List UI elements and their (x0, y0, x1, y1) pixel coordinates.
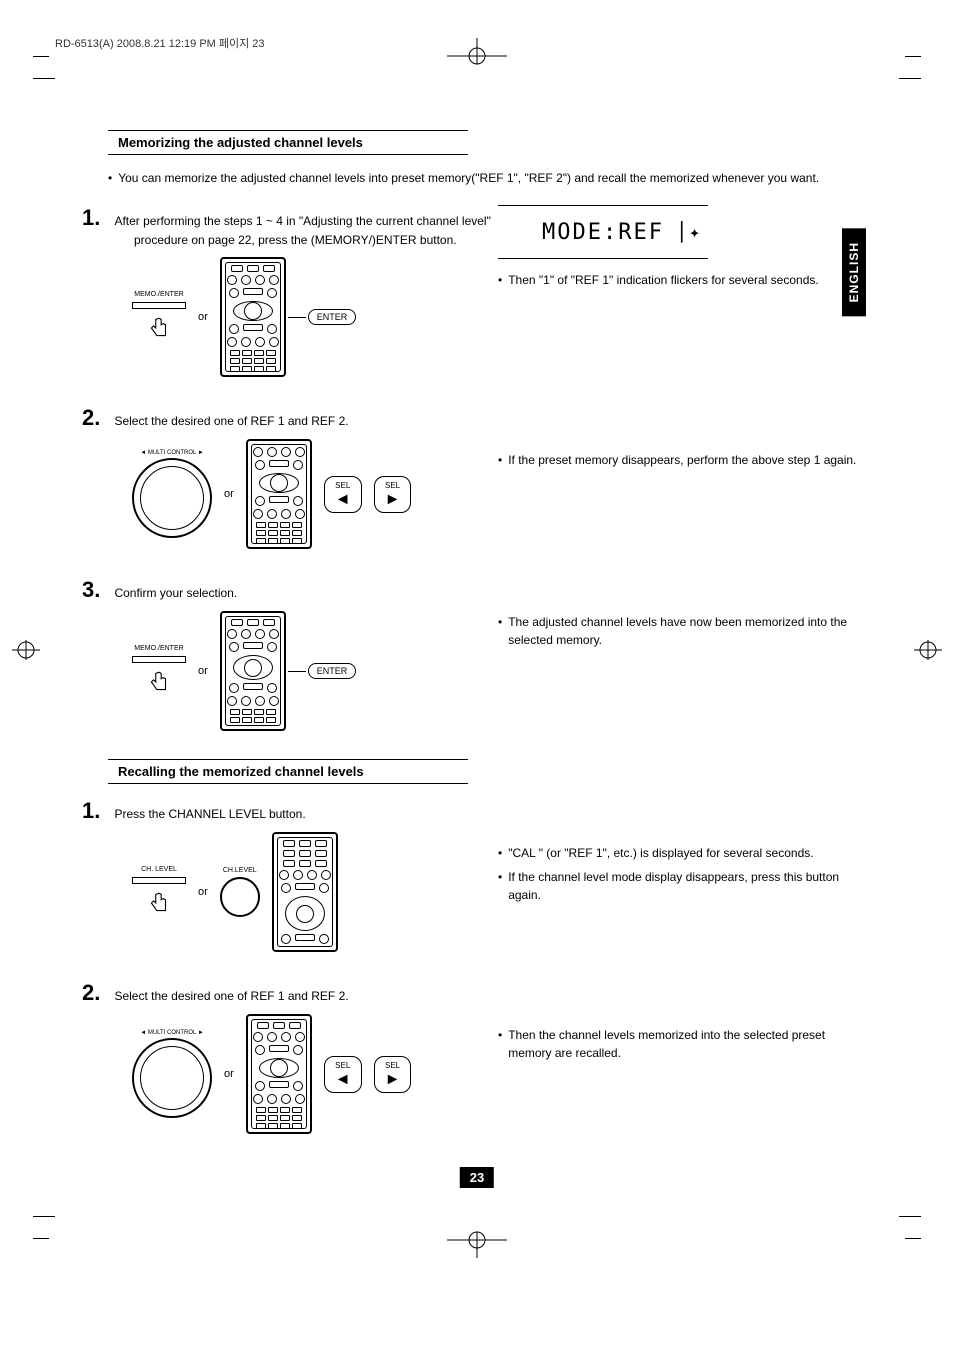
step-text: Confirm your selection. (114, 586, 237, 600)
note: •Then the channel levels memorized into … (498, 1026, 858, 1062)
sel-left-button: SEL◄ (324, 1056, 362, 1093)
ch-level-remote-button: CH.LEVEL (220, 867, 260, 917)
step-text: Select the desired one of REF 1 and REF … (114, 989, 348, 1003)
multi-control-dial (132, 458, 212, 538)
lcd-display: MODE:REF ⎪✦ (498, 205, 708, 259)
step-text: Select the desired one of REF 1 and REF … (114, 414, 348, 428)
tick-right-bot2 (905, 1238, 921, 1239)
sel-right-button: SEL► (374, 476, 412, 513)
intro-text: You can memorize the adjusted channel le… (118, 169, 819, 187)
step-2: 2. Select the desired one of REF 1 and R… (108, 405, 864, 567)
diagram-dial-sel-2: ◄ MULTI CONTROL ► or (132, 1014, 498, 1134)
tick-right-top2 (899, 78, 921, 79)
or-label: or (198, 311, 208, 323)
tick-right-top (905, 56, 921, 57)
panel-label: CH. LEVEL (141, 866, 177, 873)
remote-icon (220, 611, 286, 731)
page-number: 23 (460, 1167, 494, 1188)
crop-mark-left (12, 630, 40, 670)
or-label: or (224, 488, 234, 500)
panel-memo-enter-button: MEMO./ENTER (132, 645, 186, 697)
note: •"CAL " (or "REF 1", etc.) is displayed … (498, 844, 858, 862)
tick-left-top (33, 56, 49, 57)
flicker-icon: ⎪✦ (676, 219, 702, 246)
step-text: After performing the steps 1 ~ 4 in "Adj… (114, 214, 490, 247)
panel-memo-enter-button: MEMO./ENTER (132, 291, 186, 343)
tick-right-bot (899, 1216, 921, 1217)
panel-label: MEMO./ENTER (134, 291, 183, 298)
display-text: MODE:REF (542, 216, 664, 249)
panel-ch-level-button: CH. LEVEL (132, 866, 186, 918)
section-title-memorizing: Memorizing the adjusted channel levels (108, 130, 468, 155)
tick-left-bot2 (33, 1238, 49, 1239)
note: •If the preset memory disappears, perfor… (498, 451, 858, 469)
sel-left-button: SEL◄ (324, 476, 362, 513)
s2-step-1: 1. Press the CHANNEL LEVEL button. CH. L… (108, 798, 864, 970)
remote-icon (246, 439, 312, 549)
crop-mark-bottom (447, 1230, 507, 1258)
ch-level-label: CH.LEVEL (223, 867, 257, 874)
hand-icon (146, 313, 172, 343)
s2-step-2: 2. Select the desired one of REF 1 and R… (108, 980, 864, 1152)
diagram-dial-sel: ◄ MULTI CONTROL ► or SEL◄ (132, 439, 498, 549)
tick-left-bot (33, 1216, 55, 1217)
tick-left-top2 (33, 78, 55, 79)
hand-icon (146, 667, 172, 697)
remote-icon (246, 1014, 312, 1134)
or-label: or (224, 1068, 234, 1080)
or-label: or (198, 665, 208, 677)
section-title-recalling: Recalling the memorized channel levels (108, 759, 468, 784)
page-content: Memorizing the adjusted channel levels •… (108, 130, 864, 1162)
panel-label: MEMO./ENTER (134, 645, 183, 652)
dial-label: ◄ MULTI CONTROL ► (132, 1030, 212, 1036)
enter-callout: ENTER (308, 663, 357, 679)
multi-control-dial (132, 1038, 212, 1118)
diagram-memo-enter: MEMO./ENTER or (132, 257, 498, 377)
diagram-memo-enter-2: MEMO./ENTER or (132, 611, 498, 731)
note: •Then "1" of "REF 1" indication flickers… (498, 271, 858, 289)
remote-icon (272, 832, 338, 952)
note: •The adjusted channel levels have now be… (498, 613, 858, 649)
step-text: Press the CHANNEL LEVEL button. (114, 807, 305, 821)
dial-label: ◄ MULTI CONTROL ► (132, 450, 212, 456)
step-3: 3. Confirm your selection. MEMO./ENTER o… (108, 577, 864, 749)
sel-right-button: SEL► (374, 1056, 412, 1093)
or-label: or (198, 886, 208, 898)
crop-mark-top (447, 38, 507, 66)
hand-icon (146, 888, 172, 918)
page-header: RD-6513(A) 2008.8.21 12:19 PM 페이지 23 (55, 35, 265, 51)
crop-mark-right (914, 630, 942, 670)
intro-note: • You can memorize the adjusted channel … (108, 169, 864, 187)
diagram-ch-level: CH. LEVEL or CH.LEVEL (132, 832, 498, 952)
note: •If the channel level mode display disap… (498, 868, 858, 904)
step-1: 1. After performing the steps 1 ~ 4 in "… (108, 205, 864, 395)
enter-callout: ENTER (308, 309, 357, 325)
remote-icon (220, 257, 286, 377)
